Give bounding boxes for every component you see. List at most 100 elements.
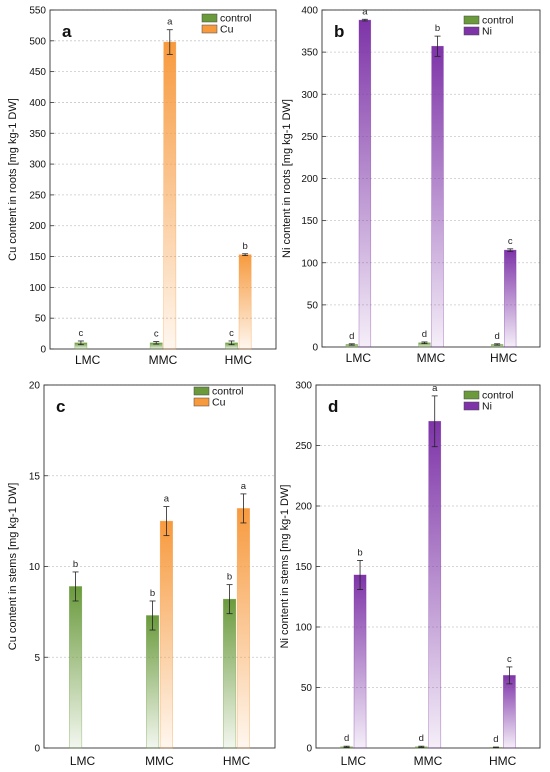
plot-frame	[321, 9, 541, 348]
legend-label: control	[220, 13, 252, 25]
y-tick-label: 15	[29, 471, 41, 482]
panel-letter: d	[328, 397, 338, 416]
significance-letter: b	[357, 547, 362, 558]
chart-panel-a: 0 50 100 150 200 250 300 350 400 450 500 550 Cu cont…	[7, 6, 277, 367]
legend-swatch	[463, 401, 480, 411]
bar-Ni-LMC	[353, 574, 367, 749]
y-tick-label: 0	[40, 345, 46, 356]
y-tick-label: 100	[301, 258, 318, 269]
y-tick-label: 50	[307, 300, 319, 311]
legend-label: control	[212, 386, 244, 398]
significance-letter: a	[167, 17, 173, 28]
legend-swatch	[463, 15, 480, 25]
legend-swatch	[201, 24, 218, 34]
legend-label: Cu	[212, 397, 226, 409]
y-tick-label: 350	[29, 129, 46, 140]
y-tick-label: 250	[29, 190, 46, 201]
x-category-label: MMC	[149, 353, 178, 367]
legend-label: control	[482, 390, 514, 402]
y-tick-label: 150	[295, 562, 312, 573]
y-tick-label: 300	[29, 160, 46, 171]
legend-swatch	[201, 13, 218, 23]
y-axis-label: Ni content in roots [mg kg-1 DW]	[281, 99, 293, 258]
significance-letter: b	[227, 572, 232, 583]
bar-Cu-MMC	[159, 520, 173, 749]
significance-letter: b	[73, 559, 78, 570]
bar-control-MMC	[146, 615, 160, 749]
plot-frame	[315, 384, 541, 749]
significance-letter: a	[432, 383, 438, 394]
significance-letter: a	[164, 494, 170, 505]
x-category-label: MMC	[414, 754, 443, 768]
y-tick-label: 5	[34, 653, 40, 664]
bar-Ni-MMC	[428, 420, 442, 749]
y-tick-label: 400	[29, 98, 46, 109]
x-category-label: HMC	[490, 351, 518, 365]
significance-letter: d	[493, 734, 498, 745]
y-tick-label: 0	[312, 343, 318, 354]
significance-letter: c	[507, 654, 512, 665]
legend-swatch	[193, 386, 210, 396]
legend-swatch	[463, 390, 480, 400]
significance-letter: c	[229, 328, 234, 339]
y-tick-label: 200	[29, 221, 46, 232]
bar-control-HMC	[223, 598, 237, 749]
chart-panel-b: 0 50 100 150 200 250 300 350 400 Ni content in ro…	[281, 6, 541, 365]
x-category-label: MMC	[417, 351, 446, 365]
y-tick-label: 150	[301, 216, 318, 227]
legend-swatch	[463, 26, 480, 36]
bar-Ni-MMC	[431, 45, 444, 348]
significance-letter: d	[349, 331, 354, 342]
y-tick-label: 550	[29, 6, 46, 17]
y-tick-label: 300	[295, 381, 312, 392]
y-tick-label: 300	[301, 90, 318, 101]
y-tick-label: 250	[295, 441, 312, 452]
y-tick-label: 200	[301, 174, 318, 185]
y-tick-label: 350	[301, 48, 318, 59]
legend-label: Cu	[220, 24, 234, 36]
bar-Ni-LMC	[358, 19, 372, 348]
bar-Ni-HMC	[503, 675, 516, 749]
panel-letter: b	[334, 22, 344, 41]
y-tick-label: 0	[306, 744, 312, 755]
y-axis-label: Ni content in stems [mg kg-1 DW]	[279, 485, 291, 649]
significance-letter: d	[419, 733, 424, 744]
significance-letter: d	[344, 733, 349, 744]
significance-letter: c	[508, 236, 513, 247]
bar-Cu-MMC	[163, 41, 177, 350]
x-category-label: HMC	[225, 353, 253, 367]
significance-letter: b	[435, 23, 440, 34]
x-category-label: HMC	[223, 754, 251, 768]
significance-letter: c	[79, 328, 84, 339]
y-tick-label: 150	[29, 252, 46, 263]
x-category-label: LMC	[70, 754, 96, 768]
legend-label: control	[482, 15, 514, 27]
x-category-label: LMC	[346, 351, 372, 365]
y-tick-label: 50	[301, 683, 313, 694]
x-category-label: LMC	[75, 353, 101, 367]
chart-panel-d: 0 50 100 150 200 250 300 Ni content in stems [m…	[279, 381, 541, 768]
bar-control-LMC	[69, 586, 83, 749]
significance-letter: d	[494, 331, 499, 342]
panel-letter: c	[56, 397, 65, 416]
y-axis-label: Cu content in stems [mg kg-1 DW]	[7, 483, 19, 651]
significance-letter: c	[154, 329, 159, 340]
legend-label: Ni	[482, 401, 492, 413]
legend-label: Ni	[482, 26, 492, 38]
y-tick-label: 20	[29, 381, 41, 392]
y-tick-label: 100	[295, 623, 312, 634]
significance-letter: a	[241, 481, 247, 492]
significance-letter: b	[242, 241, 247, 252]
x-category-label: HMC	[489, 754, 517, 768]
y-tick-label: 400	[301, 6, 318, 17]
y-tick-label: 450	[29, 67, 46, 78]
legend-swatch	[193, 397, 210, 407]
plot-frame	[49, 9, 277, 350]
y-tick-label: 250	[301, 132, 318, 143]
significance-letter: d	[422, 329, 427, 340]
